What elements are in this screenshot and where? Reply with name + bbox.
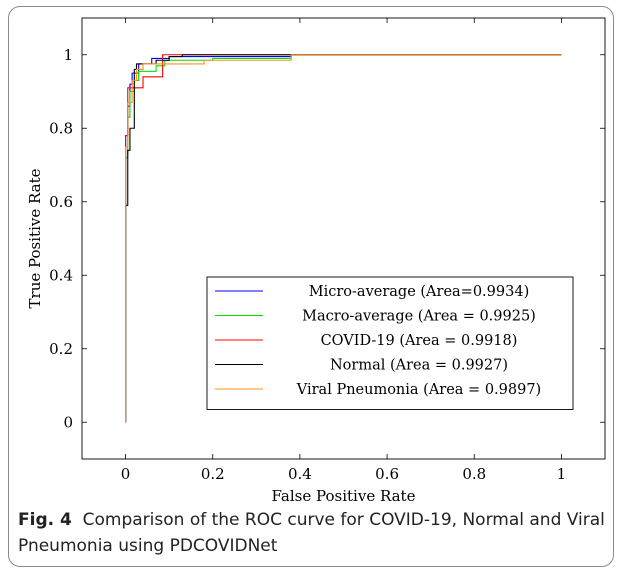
y-tick-label: 0.6 xyxy=(49,193,73,211)
x-tick-label: 0.8 xyxy=(462,465,486,483)
y-tick-label: 0.2 xyxy=(49,340,73,358)
series-line-3 xyxy=(125,54,562,423)
series-layer xyxy=(125,54,562,423)
ticks-layer: 0 0.2 0.4 0.6 0.8 1 0 0.2 0.4 0.6 0.8 1 xyxy=(49,18,605,483)
x-tick-label: 0 xyxy=(121,465,131,483)
legend-entry: Normal (Area = 0.9927) xyxy=(330,358,508,374)
x-axis-label: False Positive Rate xyxy=(272,487,416,505)
x-tick-label: 0.6 xyxy=(375,465,399,483)
plot-border xyxy=(81,17,606,460)
y-tick-label: 0.4 xyxy=(49,266,73,284)
y-axis-label: True Positive Rate xyxy=(26,168,44,308)
roc-chart: 0 0.2 0.4 0.6 0.8 1 0 0.2 0.4 0.6 0.8 1 False Posit… xyxy=(26,17,606,505)
caption-text: Comparison of the ROC curve for COVID-19… xyxy=(18,510,605,556)
x-tick-label: 1 xyxy=(557,465,567,483)
figure-caption: Fig. 4 Comparison of the ROC curve for C… xyxy=(18,507,608,559)
y-tick-label: 1 xyxy=(63,46,73,64)
legend-entry: Viral Pneumonia (Area = 0.9897) xyxy=(296,382,541,398)
series-line-5 xyxy=(125,54,562,423)
y-tick-label: 0 xyxy=(63,413,73,431)
x-tick-label: 0.4 xyxy=(288,465,312,483)
legend-entry: COVID-19 (Area = 0.9918) xyxy=(321,333,518,349)
x-tick-label: 0.2 xyxy=(201,465,225,483)
legend-box xyxy=(206,276,574,410)
legend: Micro-average (Area=0.9934) Macro-average… xyxy=(206,276,574,410)
legend-entry: Micro-average (Area=0.9934) xyxy=(309,284,529,300)
y-tick-label: 0.8 xyxy=(49,119,73,137)
caption-label: Fig. 4 xyxy=(18,510,72,530)
legend-entry: Macro-average (Area = 0.9925) xyxy=(302,309,536,325)
